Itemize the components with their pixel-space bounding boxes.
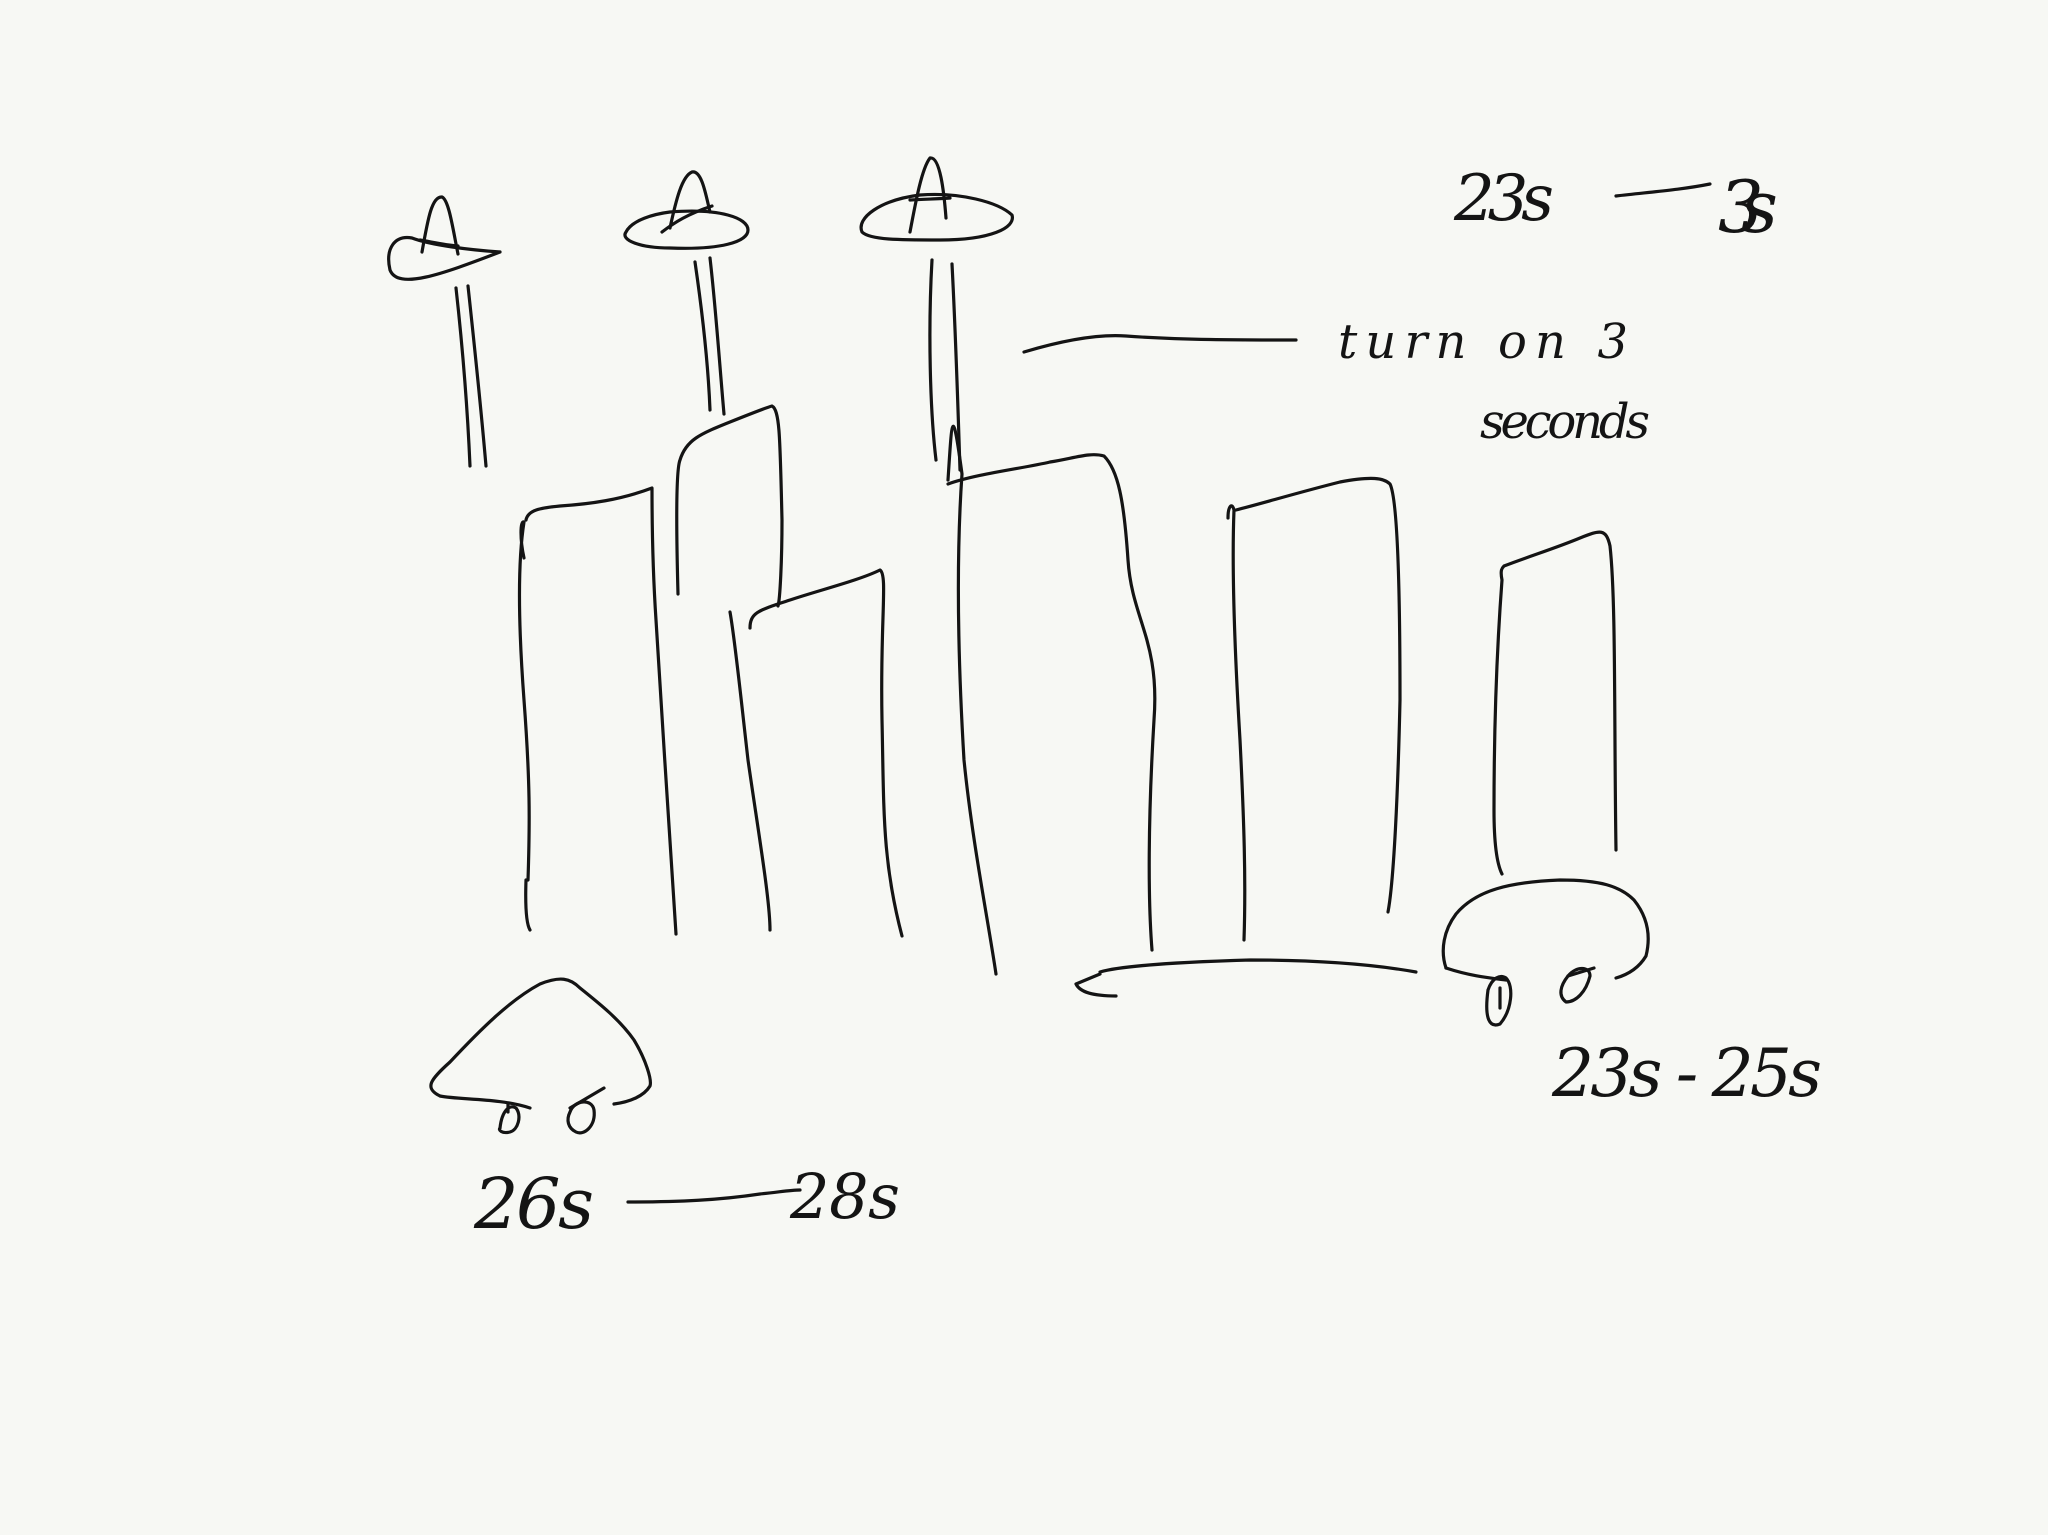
car-right-wheel-2 <box>1559 966 1592 1004</box>
car-left-wheel-2-axle <box>568 1086 606 1110</box>
buildings <box>517 404 1618 976</box>
car-right-body-bottom <box>1444 966 1508 982</box>
beam-note-line2: seconds <box>1480 394 1650 450</box>
ufo-right-beam-line-1 <box>928 258 938 462</box>
ufo-left-beam-line-2 <box>466 284 488 468</box>
beam-note-line1: turn on 3 <box>1338 314 1628 370</box>
car-left <box>429 977 652 1135</box>
car-left-start-time: 26s <box>473 1163 594 1245</box>
car-left-body <box>429 977 652 1106</box>
ufo-left-crossbar <box>418 238 460 248</box>
ufo-right-crossbar <box>908 196 952 202</box>
timing-arrow-ufo <box>1614 182 1712 198</box>
building-3-roof <box>748 568 904 938</box>
building-5 <box>1226 504 1247 942</box>
building-6 <box>1492 530 1618 876</box>
ufo-timing-start: 23s <box>1453 162 1554 236</box>
ufo-right <box>859 156 1014 242</box>
ufo-left <box>387 195 502 281</box>
ufo-middle <box>623 170 750 250</box>
car-right-wheel-2-axle <box>1566 966 1596 978</box>
ufo-left-dome <box>420 195 460 256</box>
car-right-wheel-1 <box>1485 974 1513 1027</box>
ufo-right-saucer <box>859 192 1014 242</box>
ufo-middle-beam-line-2 <box>708 256 726 416</box>
car-left-body-bottom <box>438 1094 532 1110</box>
ufo-middle-dome <box>668 170 712 230</box>
building-4 <box>946 424 998 976</box>
building-2 <box>675 404 784 608</box>
arrow-shaft <box>1098 958 1418 974</box>
ufo-left-beam-line-1 <box>454 286 472 468</box>
arrow-head <box>1074 972 1118 998</box>
ufo-left-beam <box>454 284 488 468</box>
ufo-middle-beam-line-1 <box>693 260 712 412</box>
beam-note-leader-line <box>1022 334 1298 354</box>
building-1 <box>517 520 532 932</box>
ufo-timing-end: 3s <box>1718 165 1778 249</box>
building-3 <box>728 610 772 932</box>
car-right-motion-arrow <box>1074 958 1418 998</box>
annotation-lines <box>626 182 1712 1204</box>
building-5-roof <box>1234 476 1402 914</box>
car-right-body <box>1441 878 1650 980</box>
ufo-middle-crossbar <box>660 204 714 234</box>
ufo-middle-beam <box>693 256 726 416</box>
car-right <box>1441 878 1650 1027</box>
car-left-end-time: 28s <box>789 1160 900 1233</box>
car-right-timing: 23s - 25s <box>1551 1035 1822 1112</box>
building-1-roof <box>524 486 678 936</box>
building-4-roof <box>946 453 1157 952</box>
ufo-middle-saucer <box>623 209 750 250</box>
timing-line-car-left <box>626 1188 802 1204</box>
